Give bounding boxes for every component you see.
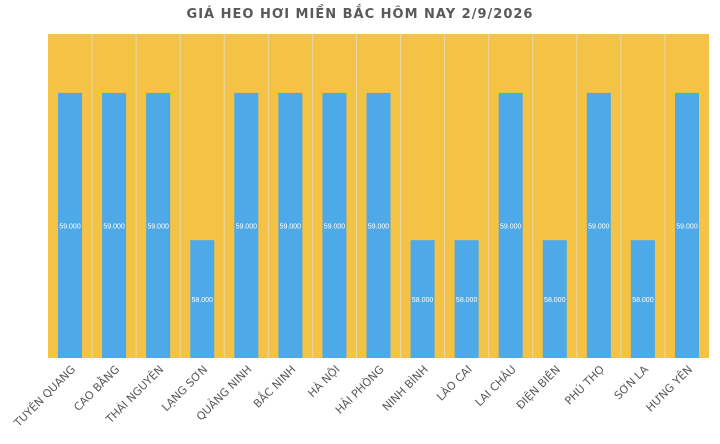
x-tick-label: LAI CHÂU — [473, 363, 519, 409]
bar — [498, 92, 523, 358]
bar — [58, 92, 83, 358]
data-label: 59.000 — [500, 223, 522, 230]
data-label: 58.000 — [544, 297, 566, 304]
bar — [278, 92, 303, 358]
bar — [542, 240, 567, 358]
x-tick-label: LÀO CAI — [434, 363, 475, 404]
x-tick-label: BẮC NINH — [250, 362, 298, 410]
bar — [102, 92, 127, 358]
bar — [586, 92, 611, 358]
x-tick-label: HƯNG YÊN — [644, 363, 696, 415]
bar — [630, 240, 655, 358]
data-label: 59.000 — [368, 223, 390, 230]
data-label: 58.000 — [456, 297, 478, 304]
bar — [674, 92, 699, 358]
data-label: 58.000 — [632, 297, 654, 304]
data-label: 58.000 — [412, 297, 434, 304]
data-label: 59.000 — [588, 223, 610, 230]
x-tick-label: HÀ NỘI — [305, 363, 342, 400]
data-label: 59.000 — [103, 223, 125, 230]
bar — [234, 92, 259, 358]
data-label: 59.000 — [280, 223, 302, 230]
x-tick-label: NINH BÌNH — [380, 363, 431, 414]
data-label: 59.000 — [676, 223, 698, 230]
data-label: 59.000 — [147, 223, 169, 230]
bar — [322, 92, 347, 358]
x-tick-label: TUYÊN QUANG — [11, 363, 78, 430]
x-tick-label: ĐIỆN BIÊN — [514, 363, 563, 412]
data-label: 59.000 — [324, 223, 346, 230]
bar — [454, 240, 479, 358]
chart-title: GIÁ HEO HƠI MIỀN BẮC HÔM NAY 2/9/2026 — [186, 7, 534, 22]
data-label: 59.000 — [59, 223, 81, 230]
x-tick-label: SƠN LA — [612, 363, 652, 403]
bar — [146, 92, 171, 358]
bar — [366, 92, 391, 358]
data-label: 58.000 — [192, 297, 214, 304]
data-label: 59.000 — [236, 223, 258, 230]
bar — [190, 240, 215, 358]
bar — [410, 240, 435, 358]
x-tick-label: PHÚ THỌ — [562, 363, 607, 408]
